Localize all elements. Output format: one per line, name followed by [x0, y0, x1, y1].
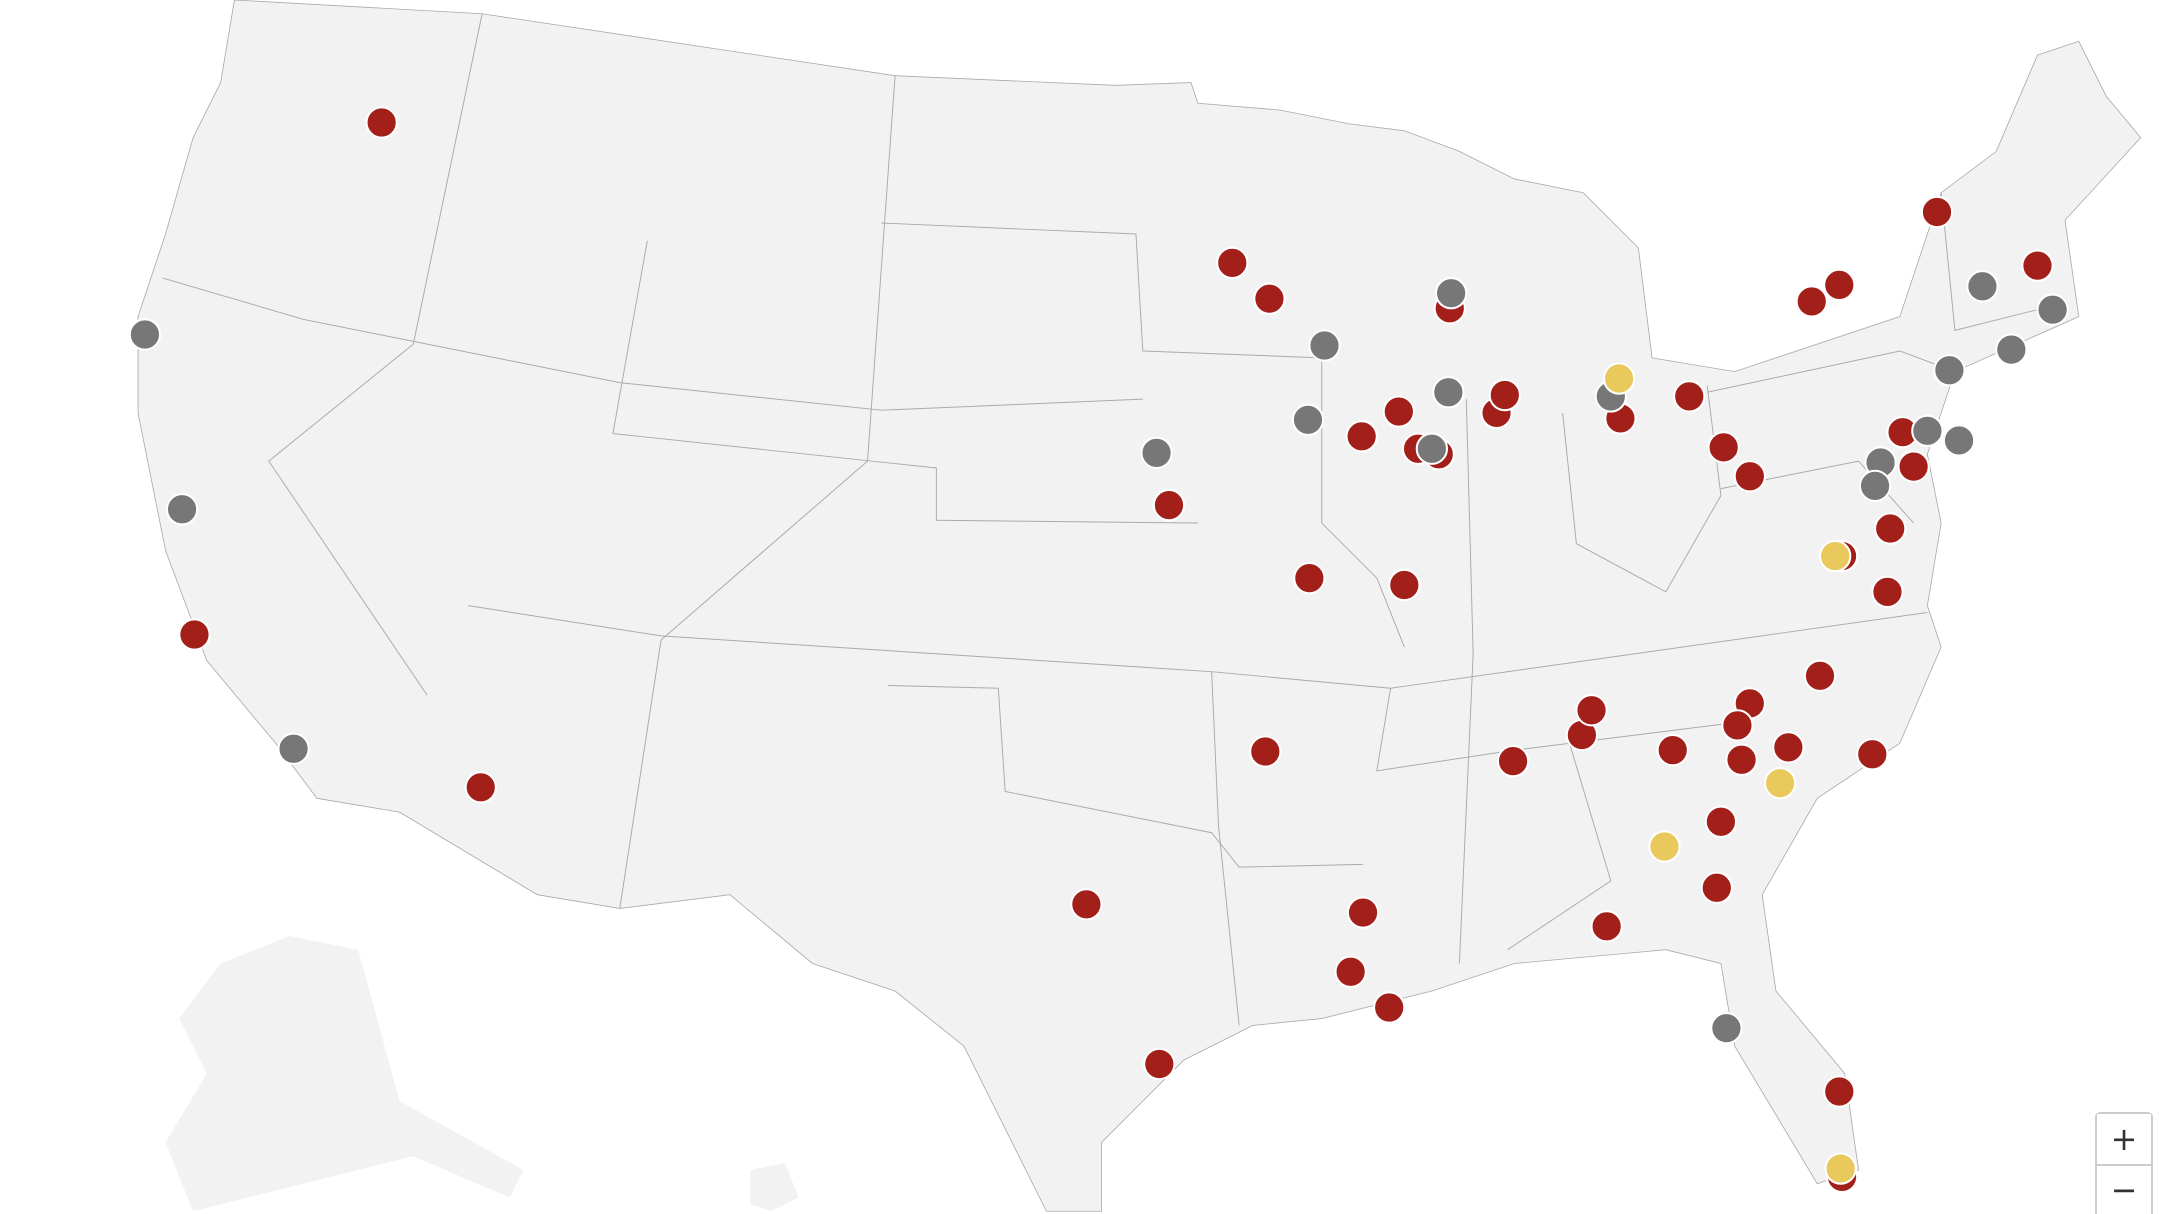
location-marker[interactable]: [2021, 249, 2054, 282]
state-border: [619, 75, 896, 909]
state-border: [1507, 743, 1612, 951]
location-marker[interactable]: [1152, 488, 1186, 522]
zoom-in-button[interactable]: +: [2097, 1114, 2151, 1164]
state-border: [1940, 192, 2066, 331]
location-marker[interactable]: [1733, 460, 1766, 493]
location-marker[interactable]: [1648, 830, 1681, 863]
location-marker[interactable]: [1291, 403, 1325, 436]
location-marker[interactable]: [1216, 246, 1249, 280]
land: [137, 0, 2142, 1212]
location-marker[interactable]: [1772, 731, 1805, 764]
location-marker[interactable]: [1602, 362, 1636, 395]
location-marker[interactable]: [1253, 282, 1286, 315]
state-border: [1720, 460, 1914, 524]
location-marker[interactable]: [1856, 738, 1889, 771]
alaska: [165, 935, 524, 1212]
location-marker[interactable]: [1707, 431, 1740, 464]
location-marker[interactable]: [128, 318, 162, 351]
location-marker[interactable]: [1942, 424, 1976, 457]
location-marker[interactable]: [1334, 955, 1367, 988]
zoom-out-button[interactable]: −: [2097, 1164, 2151, 1214]
state-border: [1376, 688, 1735, 772]
location-marker[interactable]: [2036, 293, 2069, 326]
location-marker[interactable]: [1143, 1047, 1176, 1081]
location-marker[interactable]: [1656, 733, 1689, 767]
location-marker[interactable]: [1803, 659, 1837, 692]
location-marker[interactable]: [1795, 285, 1828, 318]
location-marker[interactable]: [1373, 991, 1406, 1024]
location-marker[interactable]: [1763, 767, 1797, 800]
markers: [128, 106, 2069, 1194]
location-marker[interactable]: [1966, 270, 1999, 303]
location-marker[interactable]: [1911, 414, 1944, 447]
state-border: [888, 684, 1364, 868]
state-borders: [162, 13, 2066, 1026]
location-marker[interactable]: [1823, 268, 1856, 302]
location-marker[interactable]: [1488, 378, 1521, 412]
state-border: [1321, 357, 1405, 648]
location-marker[interactable]: [1590, 910, 1623, 943]
location-marker[interactable]: [1249, 735, 1282, 768]
location-marker[interactable]: [1704, 805, 1738, 838]
location-marker[interactable]: [1933, 354, 1966, 387]
location-marker[interactable]: [1823, 1075, 1856, 1108]
location-marker[interactable]: [277, 732, 310, 765]
location-marker[interactable]: [1818, 539, 1852, 573]
location-marker[interactable]: [165, 493, 199, 526]
location-marker[interactable]: [1345, 420, 1378, 453]
contiguous-us: [137, 0, 2142, 1212]
location-marker[interactable]: [1070, 888, 1103, 921]
state-border: [1458, 399, 1474, 964]
location-marker[interactable]: [1710, 1012, 1743, 1045]
location-marker[interactable]: [1575, 694, 1608, 727]
state-border: [268, 13, 483, 696]
location-marker[interactable]: [365, 106, 398, 139]
location-marker[interactable]: [1293, 561, 1326, 595]
state-border: [1211, 671, 1240, 1026]
zoom-control: + −: [2095, 1112, 2153, 1214]
location-marker[interactable]: [464, 771, 497, 804]
location-marker[interactable]: [1920, 195, 1954, 229]
state-border: [881, 222, 1322, 359]
location-marker[interactable]: [1725, 743, 1758, 776]
location-marker[interactable]: [1308, 329, 1341, 362]
location-marker[interactable]: [1496, 744, 1530, 778]
state-border: [612, 240, 1198, 524]
location-marker[interactable]: [1858, 469, 1892, 503]
location-marker[interactable]: [1673, 380, 1706, 413]
location-marker[interactable]: [1700, 871, 1733, 904]
location-marker[interactable]: [1995, 333, 2028, 366]
location-marker[interactable]: [1346, 896, 1380, 929]
location-marker[interactable]: [1388, 568, 1421, 602]
location-marker[interactable]: [1824, 1152, 1857, 1185]
hawaii: [750, 1163, 799, 1212]
location-marker[interactable]: [1721, 709, 1754, 742]
location-marker[interactable]: [1897, 450, 1930, 483]
location-marker[interactable]: [1140, 436, 1173, 470]
location-marker[interactable]: [1415, 432, 1449, 465]
location-marker[interactable]: [1871, 575, 1904, 609]
state-border: [162, 277, 1143, 411]
location-marker[interactable]: [1434, 277, 1468, 310]
location-marker[interactable]: [1432, 376, 1465, 409]
location-marker[interactable]: [1382, 395, 1416, 428]
location-marker[interactable]: [1874, 512, 1907, 545]
location-marker[interactable]: [178, 618, 211, 651]
